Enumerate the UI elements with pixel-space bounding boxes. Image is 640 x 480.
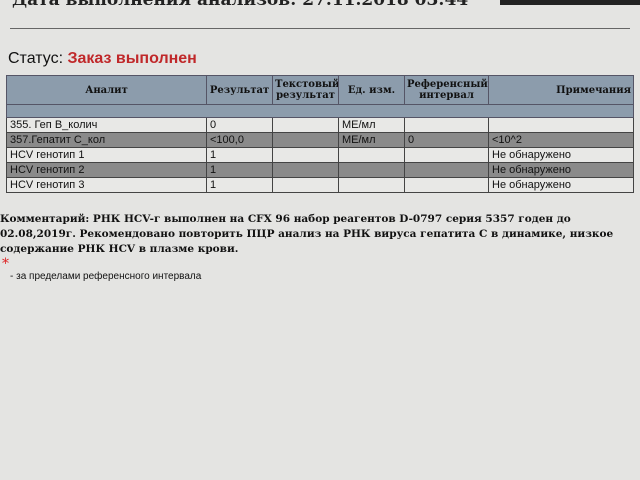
status-label: Статус: [8,50,64,67]
note: <10^2 [488,132,634,148]
legend-text: - за пределами референсного интервала [10,271,202,282]
window-edge [500,0,640,5]
note: Не обнаружено [488,162,634,178]
unit [338,177,405,193]
col-reference: Референсный интервал [404,75,489,105]
result: 1 [206,162,273,178]
col-notes: Примечания [488,75,634,105]
reference [404,177,489,193]
analysis-date: Дата выполнения анализов: 27.11.2018 03:… [12,0,469,10]
asterisk-marker: * [2,256,9,272]
order-status: Статус: Заказ выполнен [8,50,197,68]
text-result [272,147,339,163]
table-row: 357.Гепатит С_кол <100,0 МЕ/мл 0 <10^2 [6,132,634,148]
col-analyte: Аналит [6,75,207,105]
reference [404,147,489,163]
results-table: Аналит Результат Текстовый результат Ед.… [6,75,634,193]
analyte: 355. Геп В_колич [6,117,207,133]
note [488,117,634,133]
reference [404,117,489,133]
note: Не обнаружено [488,177,634,193]
note: Не обнаружено [488,147,634,163]
comment-line: Комментарий: РНК HCV-г выполнен на CFX 9… [0,213,571,240]
comment-line: повторить ПЦР анализ на РНК вируса гепат… [0,228,614,255]
col-unit: Ед. изм. [338,75,405,105]
text-result [272,132,339,148]
table-row: HCV генотип 2 1 Не обнаружено [6,162,634,178]
analyte: HCV генотип 2 [6,162,207,178]
unit: МЕ/мл [338,117,405,133]
text-result [272,177,339,193]
divider [10,28,630,29]
comment: Комментарий: РНК HCV-г выполнен на CFX 9… [0,212,636,257]
analyte: HCV генотип 3 [6,177,207,193]
text-result [272,162,339,178]
unit [338,162,405,178]
unit [338,147,405,163]
result: <100,0 [206,132,273,148]
reference: 0 [404,132,489,148]
col-result: Результат [206,75,273,105]
header-spacer [6,104,634,118]
result: 0 [206,117,273,133]
analyte: 357.Гепатит С_кол [6,132,207,148]
analyte: HCV генотип 1 [6,147,207,163]
footer-notes: Комментарий: РНК HCV-г выполнен на CFX 9… [0,212,636,282]
result: 1 [206,177,273,193]
table-row: HCV генотип 1 1 Не обнаружено [6,147,634,163]
reference [404,162,489,178]
status-value: Заказ выполнен [67,50,197,67]
table-row: HCV генотип 3 1 Не обнаружено [6,177,634,193]
text-result [272,117,339,133]
unit: МЕ/мл [338,132,405,148]
table-row: 355. Геп В_колич 0 МЕ/мл [6,117,634,133]
result: 1 [206,147,273,163]
col-text-result: Текстовый результат [272,75,339,105]
